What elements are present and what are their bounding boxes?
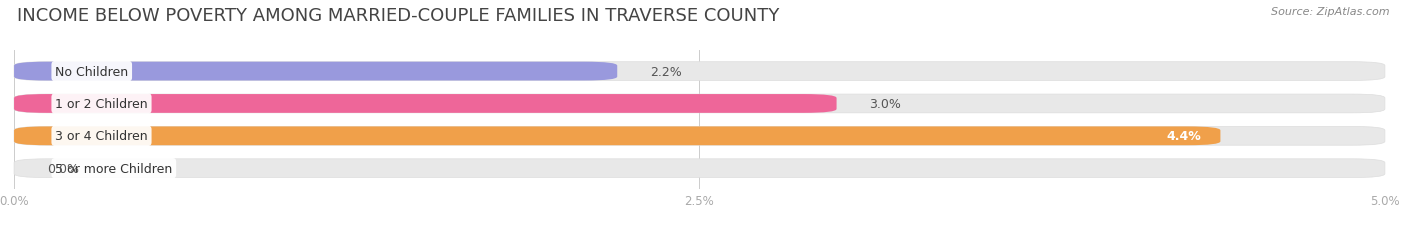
FancyBboxPatch shape xyxy=(14,95,837,113)
FancyBboxPatch shape xyxy=(14,127,1220,146)
Text: No Children: No Children xyxy=(55,65,128,78)
Text: 1 or 2 Children: 1 or 2 Children xyxy=(55,97,148,110)
Text: 5 or more Children: 5 or more Children xyxy=(55,162,173,175)
FancyBboxPatch shape xyxy=(14,127,1385,146)
Text: INCOME BELOW POVERTY AMONG MARRIED-COUPLE FAMILIES IN TRAVERSE COUNTY: INCOME BELOW POVERTY AMONG MARRIED-COUPL… xyxy=(17,7,779,25)
Text: Source: ZipAtlas.com: Source: ZipAtlas.com xyxy=(1271,7,1389,17)
Text: 3.0%: 3.0% xyxy=(869,97,901,110)
Text: 2.2%: 2.2% xyxy=(650,65,682,78)
FancyBboxPatch shape xyxy=(14,62,1385,81)
FancyBboxPatch shape xyxy=(14,62,617,81)
FancyBboxPatch shape xyxy=(14,159,1385,178)
Text: 4.4%: 4.4% xyxy=(1167,130,1201,143)
Text: 0.0%: 0.0% xyxy=(46,162,79,175)
FancyBboxPatch shape xyxy=(14,95,1385,113)
Text: 3 or 4 Children: 3 or 4 Children xyxy=(55,130,148,143)
